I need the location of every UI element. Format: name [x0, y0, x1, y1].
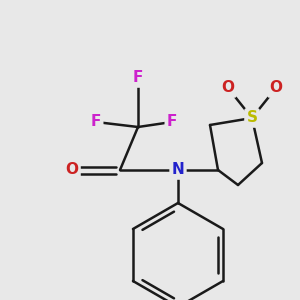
Text: F: F	[167, 115, 177, 130]
Text: S: S	[247, 110, 257, 125]
Text: O: O	[269, 80, 283, 95]
Text: O: O	[221, 80, 235, 95]
Text: N: N	[172, 163, 184, 178]
Text: O: O	[65, 163, 79, 178]
Text: F: F	[91, 115, 101, 130]
Text: F: F	[133, 70, 143, 86]
